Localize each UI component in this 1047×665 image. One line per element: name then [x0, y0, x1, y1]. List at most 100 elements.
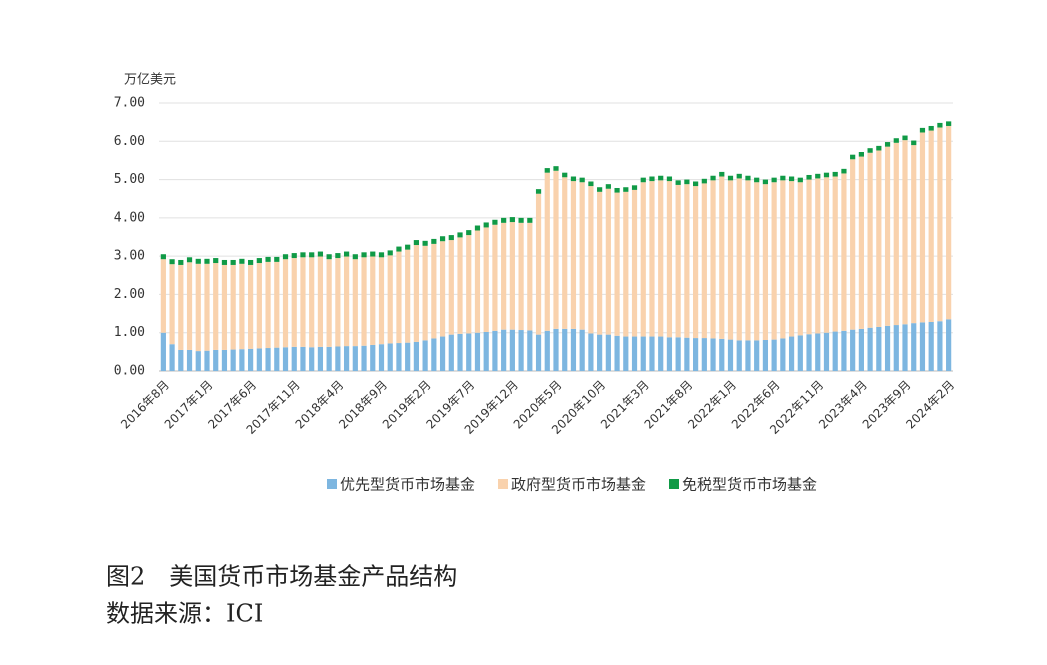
bar-segment: [588, 333, 594, 371]
bar-segment: [562, 172, 568, 178]
bar-segment: [274, 261, 280, 348]
bar-segment: [291, 346, 297, 371]
bar-segment: [911, 145, 917, 324]
bar-segment: [405, 342, 411, 371]
bar-segment: [178, 259, 184, 265]
bar-segment: [265, 261, 271, 349]
bar-segment: [771, 339, 777, 371]
bar-segment: [335, 253, 341, 259]
bar-segment: [535, 334, 542, 371]
bar-segment: [160, 254, 166, 260]
bar-segment: [727, 339, 734, 371]
bar-segment: [535, 189, 542, 194]
bar-segment: [466, 333, 472, 371]
y-tick-label: 1.00: [114, 325, 145, 340]
bar-segment: [788, 181, 795, 337]
bar-segment: [413, 245, 419, 342]
bar-segment: [239, 258, 245, 264]
bar-segment: [928, 130, 934, 322]
bar-segment: [186, 349, 193, 371]
bar-segment: [248, 348, 254, 371]
bar-segment: [221, 259, 228, 265]
bar-segment: [658, 175, 664, 181]
bar-segment: [719, 171, 725, 177]
y-tick-label: 0.00: [114, 364, 145, 379]
bar-segment: [719, 338, 725, 371]
bar-segment: [291, 253, 297, 259]
bar-segment: [631, 185, 638, 190]
bar-segment: [876, 145, 882, 151]
bar-segment: [553, 166, 559, 171]
bar-segment: [911, 323, 917, 371]
bar-segment: [326, 346, 332, 371]
bar-segment: [727, 175, 734, 181]
bar-segment: [483, 222, 489, 228]
bar-segment: [213, 258, 219, 264]
bar-segment: [640, 177, 646, 183]
bar-segment: [457, 232, 463, 238]
bar-segment: [570, 328, 577, 371]
bar-segment: [282, 254, 289, 260]
bar-segment: [256, 348, 262, 371]
bar-segment: [553, 170, 559, 329]
bar-segment: [902, 324, 908, 371]
bar-segment: [675, 180, 681, 185]
y-tick-label: 4.00: [114, 210, 145, 225]
bar-segment: [335, 258, 341, 347]
bar-segment: [352, 254, 358, 260]
bar-segment: [858, 152, 864, 157]
bar-segment: [535, 193, 542, 335]
y-unit: 万亿美元: [124, 73, 176, 88]
bar-segment: [492, 219, 498, 225]
bar-segment: [893, 325, 899, 371]
bar-segment: [946, 121, 952, 126]
bar-segment: [527, 222, 533, 331]
bar-segment: [343, 256, 350, 347]
bar-segment: [884, 142, 891, 147]
bar-segment: [780, 180, 786, 339]
bar-segment: [928, 321, 934, 371]
bar-segment: [762, 179, 769, 185]
bar-segment: [780, 338, 786, 371]
bar-segment: [832, 176, 838, 332]
bar-segment: [614, 192, 620, 336]
bar-segment: [658, 180, 664, 337]
bar-segment: [221, 349, 228, 371]
bar-segment: [597, 191, 603, 335]
bar-segment: [466, 230, 472, 236]
bar-segment: [771, 177, 777, 183]
bar-segment: [387, 343, 393, 371]
bar-segment: [806, 334, 812, 371]
bar-segment: [919, 322, 926, 371]
bar-segment: [204, 350, 210, 371]
bar-segment: [823, 172, 830, 178]
bar-segment: [893, 138, 899, 143]
bar-segment: [806, 174, 812, 180]
bar-segment: [204, 263, 210, 351]
bar-segment: [230, 349, 236, 371]
bar-segment: [248, 259, 254, 265]
bar-segment: [649, 176, 655, 182]
bar-segment: [911, 140, 917, 146]
bar-segment: [946, 319, 952, 371]
bar-segment: [239, 349, 245, 371]
bar-segment: [317, 346, 324, 371]
bar-segment: [858, 156, 864, 329]
bar-segment: [378, 252, 385, 258]
bar-segment: [937, 122, 943, 128]
bar-segment: [361, 257, 367, 346]
bar-segment: [701, 183, 707, 339]
bar-segment: [501, 329, 507, 371]
bar-segment: [396, 251, 402, 344]
bar-segment: [841, 330, 847, 371]
bar-segment: [649, 181, 655, 337]
bar-segment: [649, 336, 655, 371]
legend-label: 优先型货币市场基金: [340, 476, 475, 494]
bar-segment: [352, 346, 358, 371]
bar-segment: [797, 177, 803, 183]
bar-segment: [893, 142, 899, 326]
bar-segment: [579, 329, 585, 371]
bar-segment: [343, 251, 350, 257]
bar-segment: [317, 251, 324, 257]
